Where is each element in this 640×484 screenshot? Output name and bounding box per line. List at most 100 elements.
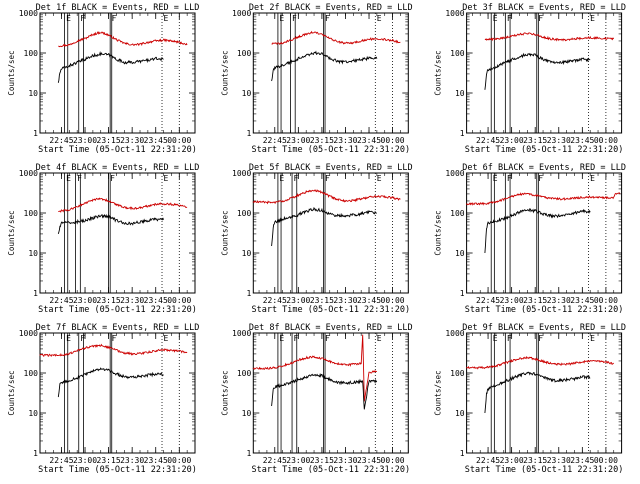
chart-panel-8: Det 8f BLACK = Events, RED = LLD 1 10 100 10…	[220, 323, 412, 475]
x-axis-label: Start Time (05-Oct-11 22:31:20)	[465, 465, 624, 475]
y-tick-label: 1000	[232, 329, 251, 338]
x-tick-label: 23:15	[523, 456, 547, 465]
time-marker-label: F	[538, 334, 543, 343]
x-tick-label: 23:00	[286, 296, 310, 305]
plot-frame	[252, 332, 409, 454]
time-marker-label: E	[590, 334, 595, 343]
series-line-events	[271, 50, 378, 82]
time-marker-label: F	[538, 174, 543, 183]
x-tick-label: 23:15	[97, 136, 121, 145]
time-marker-label: E	[164, 14, 169, 23]
x-axis-label: Start Time (05-Oct-11 22:31:20)	[38, 465, 197, 475]
chart-title: Det 2f BLACK = Events, RED = LLD	[249, 3, 413, 13]
x-tick-label: 23:45	[357, 296, 381, 305]
x-tick-label: 23:30	[547, 136, 571, 145]
plot-frame	[466, 172, 623, 294]
y-tick-label: 1000	[445, 329, 464, 338]
series-line-lld	[252, 334, 378, 402]
time-marker-label: F	[80, 14, 85, 23]
plot-frame	[466, 12, 623, 134]
y-tick-label: 100	[237, 209, 252, 218]
y-tick-label: 1	[246, 449, 251, 458]
y-axis-label: Counts/sec	[434, 50, 443, 95]
time-marker-label: E	[164, 334, 169, 343]
y-axis-label: Counts/sec	[7, 370, 16, 415]
x-tick-label: 00:00	[381, 296, 405, 305]
y-axis-label: Counts/sec	[7, 50, 16, 95]
x-tick-label: 23:15	[310, 296, 334, 305]
y-tick-label: 1	[246, 129, 251, 138]
y-tick-label: 10	[455, 409, 465, 418]
time-marker-label: E	[493, 14, 498, 23]
y-tick-label: 100	[450, 209, 465, 218]
y-tick-label: 10	[242, 89, 252, 98]
x-tick-label: 23:30	[333, 456, 357, 465]
series-line-events	[57, 367, 164, 398]
y-tick-label: 10	[242, 409, 252, 418]
y-tick-label: 100	[24, 49, 39, 58]
x-tick-label: 22:45	[476, 456, 500, 465]
y-tick-label: 1	[33, 449, 38, 458]
time-marker-label: E	[493, 334, 498, 343]
chart-panel-9: Det 9f BLACK = Events, RED = LLD 1 10 100 10…	[434, 323, 626, 475]
series-line-lld	[271, 30, 401, 46]
x-tick-label: 23:00	[286, 136, 310, 145]
chart-title: Det 1f BLACK = Events, RED = LLD	[36, 3, 200, 13]
x-tick-label: 23:30	[120, 136, 144, 145]
time-marker-label: F	[507, 174, 512, 183]
y-tick-label: 100	[450, 49, 465, 58]
chart-title: Det 7f BLACK = Events, RED = LLD	[36, 323, 200, 333]
x-tick-label: 00:00	[594, 456, 618, 465]
y-tick-label: 10	[28, 249, 38, 258]
time-marker-label: F	[112, 14, 117, 23]
time-marker-label: F	[507, 14, 512, 23]
x-axis-label: Start Time (05-Oct-11 22:31:20)	[251, 465, 410, 475]
x-tick-label: 23:30	[120, 296, 144, 305]
x-tick-label: 23:45	[357, 456, 381, 465]
x-tick-label: 22:45	[476, 296, 500, 305]
x-tick-label: 23:30	[333, 296, 357, 305]
y-tick-label: 10	[455, 89, 465, 98]
time-marker-label: E	[66, 14, 71, 23]
chart-title: Det 8f BLACK = Events, RED = LLD	[249, 323, 413, 333]
series-line-events	[271, 372, 378, 410]
x-tick-label: 23:45	[570, 136, 594, 145]
series-line-events	[271, 206, 377, 247]
series-line-lld	[252, 189, 401, 205]
x-tick-label: 23:00	[73, 136, 97, 145]
y-axis-label: Counts/sec	[434, 370, 443, 415]
chart-panel-4: Det 4f BLACK = Events, RED = LLD 1 10 100 10…	[7, 163, 199, 315]
y-axis-label: Counts/sec	[220, 370, 229, 415]
x-tick-label: 23:00	[500, 136, 524, 145]
chart-panel-3: Det 3f BLACK = Events, RED = LLD 1 10 100 10…	[434, 3, 626, 155]
x-tick-label: 23:00	[73, 296, 97, 305]
y-tick-label: 1	[460, 289, 465, 298]
y-tick-label: 1000	[19, 329, 38, 338]
time-marker-label: E	[279, 174, 284, 183]
chart-title: Det 3f BLACK = Events, RED = LLD	[462, 3, 626, 13]
x-tick-label: 22:45	[49, 456, 73, 465]
time-marker-label: E	[279, 14, 284, 23]
x-tick-label: 23:15	[97, 296, 121, 305]
time-marker-label: F	[77, 174, 82, 183]
y-axis-label: Counts/sec	[434, 210, 443, 255]
chart-title: Det 5f BLACK = Events, RED = LLD	[249, 163, 413, 173]
x-tick-label: 22:45	[263, 296, 287, 305]
x-tick-label: 22:45	[476, 136, 500, 145]
y-axis-label: Counts/sec	[220, 50, 229, 95]
x-tick-label: 23:00	[73, 456, 97, 465]
y-tick-label: 1	[33, 289, 38, 298]
time-marker-label: E	[493, 174, 498, 183]
time-marker-label: E	[590, 174, 595, 183]
chart-title: Det 4f BLACK = Events, RED = LLD	[36, 163, 200, 173]
series-line-lld	[466, 192, 621, 206]
time-marker-label: E	[377, 174, 382, 183]
x-tick-label: 23:45	[357, 136, 381, 145]
x-tick-label: 23:15	[523, 296, 547, 305]
chart-panel-1: Det 1f BLACK = Events, RED = LLD 1 10 100 10…	[7, 3, 199, 155]
series-line-lld	[58, 31, 188, 48]
plot-frame	[39, 332, 196, 454]
time-marker-label: F	[80, 334, 85, 343]
x-tick-label: 00:00	[594, 296, 618, 305]
